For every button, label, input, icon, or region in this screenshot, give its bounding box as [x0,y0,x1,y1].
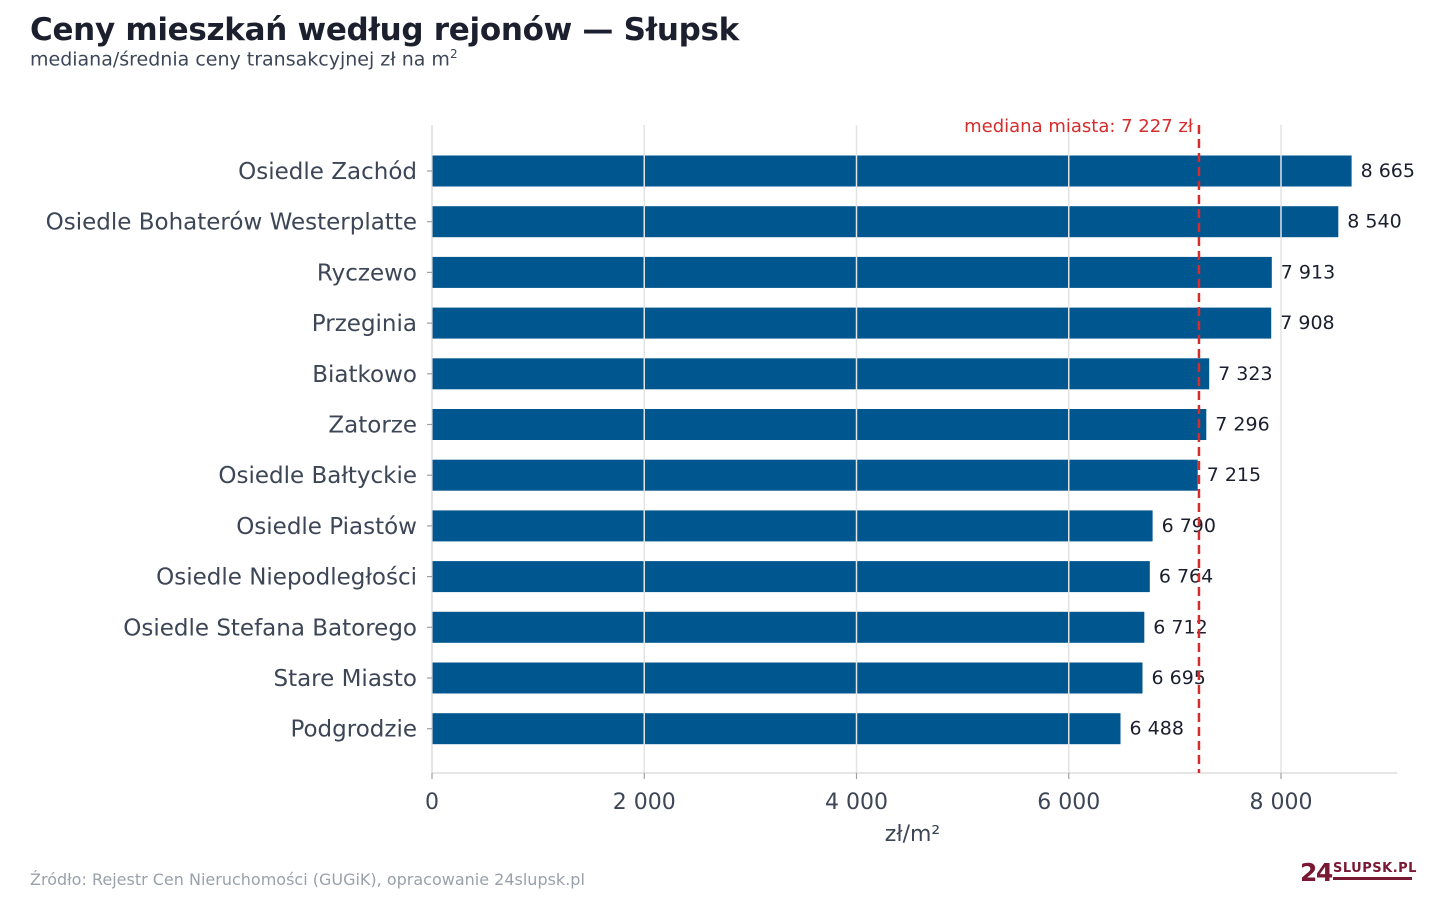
bar-11 [432,713,1121,745]
value-label-8: 6 764 [1159,566,1213,588]
bar-0 [432,155,1352,187]
category-label-2: Ryczewo [317,260,417,286]
x-tick-label-1: 2 000 [613,790,676,815]
category-label-5: Zatorze [328,413,417,439]
bar-7 [432,510,1153,542]
bar-5 [432,409,1207,440]
bar-3 [432,307,1272,339]
value-label-11: 6 488 [1130,718,1184,740]
value-label-6: 7 215 [1207,464,1261,486]
bar-10 [432,662,1143,694]
chart-subtitle-text: mediana/średnia ceny transakcyjnej zł na… [30,48,450,71]
value-label-2: 7 913 [1281,261,1335,283]
category-label-8: Osiedle Niepodległości [156,565,417,591]
value-label-5: 7 296 [1215,414,1269,436]
x-tick-label-3: 6 000 [1037,790,1100,815]
logo-text: SLUPSK.PL [1333,861,1417,876]
category-label-4: Biatkowo [312,362,417,388]
bar-8 [432,561,1150,593]
value-label-3: 7 908 [1280,312,1334,334]
chart-subtitle: mediana/średnia ceny transakcyjnej zł na… [30,47,458,70]
value-label-0: 8 665 [1361,160,1415,182]
logo-underline [1333,877,1412,880]
category-label-3: Przeginia [312,311,417,337]
x-tick-label-0: 0 [425,790,439,815]
bar-2 [432,256,1272,288]
chart-subtitle-superscript: 2 [449,47,458,61]
value-label-1: 8 540 [1347,211,1401,233]
value-label-4: 7 323 [1218,363,1272,385]
value-label-9: 6 712 [1153,616,1207,638]
category-label-10: Stare Miasto [273,666,417,692]
category-label-7: Osiedle Piastów [236,514,417,540]
category-label-1: Osiedle Bohaterów Westerplatte [46,210,417,236]
x-tick-label-4: 8 000 [1250,790,1313,815]
x-axis-label: zł/m² [885,822,940,847]
category-label-11: Podgrodzie [290,717,417,743]
bar-4 [432,358,1210,390]
value-label-10: 6 695 [1152,667,1206,689]
category-label-6: Osiedle Bałtyckie [218,463,417,489]
bar-6 [432,459,1198,491]
bar-1 [432,206,1339,238]
median-label: mediana miasta: 7 227 zł [964,116,1194,137]
logo-number: 24 [1300,858,1333,887]
category-label-0: Osiedle Zachód [238,159,417,185]
category-label-9: Osiedle Stefana Batorego [123,615,417,641]
value-label-7: 6 790 [1162,515,1216,537]
chart-title: Ceny mieszkań według rejonów — Słupsk [30,12,739,48]
bar-9 [432,611,1145,643]
source-note: Źródło: Rejestr Cen Nieruchomości (GUGiK… [30,870,585,889]
site-logo[interactable]: 24 SLUPSK.PL [1300,858,1416,887]
x-tick-label-2: 4 000 [825,790,888,815]
